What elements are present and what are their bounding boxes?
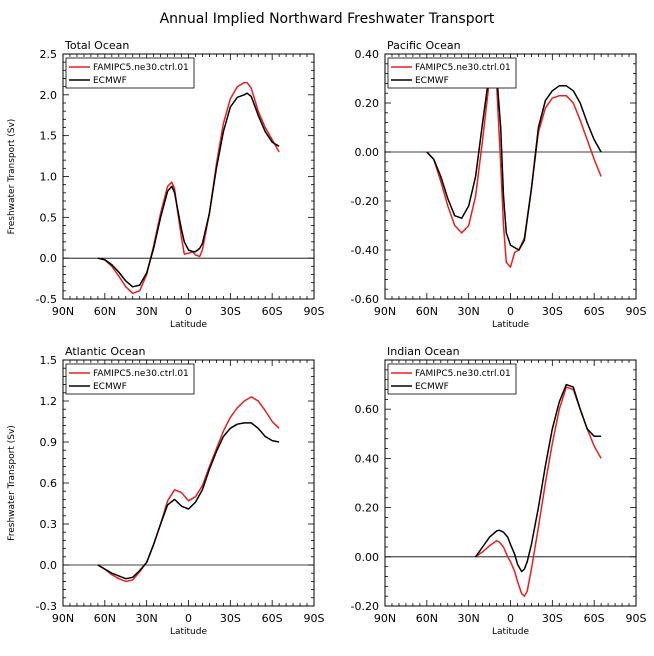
x-tick-label: 30N	[458, 612, 480, 625]
y-tick-label: 0.40	[355, 48, 380, 61]
x-axis-label: Latitude	[170, 627, 208, 637]
x-tick-label: 30N	[136, 305, 158, 318]
legend-label: FAMIPC5.ne30.ctrl.01	[93, 63, 189, 73]
legend-label: FAMIPC5.ne30.ctrl.01	[415, 63, 511, 73]
x-axis-label: Latitude	[492, 320, 530, 330]
y-tick-label: 0.00	[355, 146, 380, 159]
y-tick-label: -0.40	[351, 244, 379, 257]
x-tick-label: 90S	[304, 305, 325, 318]
x-tick-label: 30S	[542, 612, 563, 625]
y-tick-label: 0.0	[40, 559, 58, 572]
x-tick-label: 60S	[584, 305, 605, 318]
y-tick-label: 0.6	[40, 477, 58, 490]
legend-label: FAMIPC5.ne30.ctrl.01	[93, 369, 189, 379]
y-tick-label: -0.3	[36, 600, 57, 613]
series-line-famipc5-ne30-ctrl-01	[97, 396, 280, 583]
panel-title: Indian Ocean	[387, 345, 460, 358]
x-tick-label: 60N	[94, 612, 116, 625]
x-tick-label: 0	[507, 305, 514, 318]
series-line-famipc5-ne30-ctrl-01	[475, 386, 602, 597]
y-tick-label: 0.00	[355, 551, 380, 564]
plot-frame	[384, 359, 637, 607]
y-tick-label: 0.0	[40, 252, 58, 265]
panel-title: Total Ocean	[64, 39, 129, 52]
series-line-famipc5-ne30-ctrl-01	[97, 81, 280, 295]
y-tick-label: 0.9	[40, 436, 58, 449]
x-tick-label: 90N	[374, 612, 396, 625]
y-tick-label: 0.20	[355, 502, 380, 515]
x-tick-label: 90N	[374, 305, 396, 318]
legend-label: ECMWF	[415, 76, 449, 86]
series-line-ecmwf	[474, 383, 602, 573]
x-tick-label: 60N	[416, 612, 438, 625]
series-line-ecmwf	[426, 63, 602, 251]
x-tick-label: 90N	[52, 612, 74, 625]
legend-label: ECMWF	[93, 76, 127, 86]
x-tick-label: 30S	[220, 305, 241, 318]
y-tick-label: 0.20	[355, 97, 380, 110]
x-tick-label: 90N	[52, 305, 74, 318]
y-tick-label: 2.0	[40, 89, 58, 102]
y-tick-label: 0.3	[40, 518, 58, 531]
plot-frame	[62, 53, 315, 300]
plot-frame	[62, 359, 315, 607]
y-tick-label: 1.5	[40, 354, 58, 367]
legend-box	[387, 57, 517, 89]
x-tick-label: 90S	[304, 612, 325, 625]
x-tick-label: 60S	[584, 612, 605, 625]
legend-label: ECMWF	[93, 382, 127, 392]
x-tick-label: 30S	[220, 612, 241, 625]
x-tick-label: 60N	[94, 305, 116, 318]
y-tick-label: 0.40	[355, 452, 380, 465]
y-tick-label: 0.5	[40, 211, 58, 224]
x-tick-label: 90S	[626, 612, 647, 625]
panel-title: Atlantic Ocean	[65, 345, 146, 358]
x-tick-label: 30S	[542, 305, 563, 318]
y-tick-label: -0.20	[351, 195, 379, 208]
y-tick-label: 1.5	[40, 130, 58, 143]
panel-pacific-ocean: Pacific Ocean 90N 60N 30N 0 30S 60S 90S -0.60 -0.…	[351, 39, 647, 330]
panel-indian-ocean: Indian Ocean 90N 60N 30N 0 30S 60S 90S -0.20 0.00…	[351, 345, 647, 637]
x-tick-label: 60N	[416, 305, 438, 318]
y-tick-label: 0.60	[355, 403, 380, 416]
series-line-famipc5-ne30-ctrl-01	[426, 60, 602, 268]
x-tick-label: 0	[185, 612, 192, 625]
series-line-ecmwf	[97, 92, 280, 288]
x-axis-label: Latitude	[170, 320, 208, 330]
y-axis-label: Freshwater Transport (Sv)	[7, 425, 17, 541]
y-tick-label: -0.60	[351, 293, 379, 306]
y-tick-label: -0.5	[36, 293, 57, 306]
x-tick-label: 60S	[262, 612, 283, 625]
legend-box	[65, 57, 195, 89]
x-tick-label: 60S	[262, 305, 283, 318]
legend-box	[387, 363, 517, 395]
panel-title: Pacific Ocean	[387, 39, 461, 52]
x-tick-label: 30N	[458, 305, 480, 318]
x-tick-label: 30N	[136, 612, 158, 625]
x-tick-label: 90S	[626, 305, 647, 318]
panel-atlantic-ocean: Atlantic Ocean 90N 60N 30N 0 30S 60S 90S -0.3 0.0…	[7, 345, 325, 637]
x-tick-label: 0	[507, 612, 514, 625]
legend-label: FAMIPC5.ne30.ctrl.01	[415, 369, 511, 379]
figure-title: Annual Implied Northward Freshwater Tran…	[160, 11, 495, 27]
y-axis-label: Freshwater Transport (Sv)	[7, 119, 17, 235]
series-line-ecmwf	[97, 422, 280, 580]
legend-label: ECMWF	[415, 382, 449, 392]
x-tick-label: 0	[185, 305, 192, 318]
panel-total-ocean: Total Ocean 90N 60N 30N 0 30S 60S 90S -0.5 0.0 0.5…	[7, 39, 325, 330]
y-tick-label: 1.2	[40, 395, 58, 408]
x-axis-label: Latitude	[492, 627, 530, 637]
y-tick-label: -0.20	[351, 600, 379, 613]
plot-frame	[384, 53, 637, 300]
y-tick-label: 2.5	[40, 48, 58, 61]
y-tick-label: 1.0	[40, 171, 58, 184]
legend-box	[65, 363, 195, 395]
